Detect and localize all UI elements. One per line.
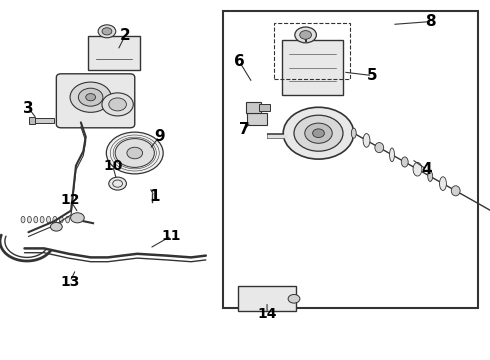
Text: 2: 2: [120, 28, 130, 44]
Circle shape: [300, 31, 312, 39]
Circle shape: [295, 27, 317, 43]
Circle shape: [305, 123, 332, 143]
Ellipse shape: [40, 216, 44, 223]
FancyBboxPatch shape: [88, 36, 140, 70]
Circle shape: [102, 28, 112, 35]
FancyBboxPatch shape: [282, 40, 343, 95]
Text: 4: 4: [421, 162, 432, 177]
Circle shape: [50, 222, 62, 231]
Text: 14: 14: [257, 307, 277, 321]
Circle shape: [70, 82, 111, 112]
Ellipse shape: [53, 216, 57, 223]
Text: 3: 3: [23, 100, 34, 116]
Circle shape: [106, 132, 163, 174]
Text: 7: 7: [239, 122, 249, 137]
Circle shape: [71, 213, 84, 223]
Text: 1: 1: [149, 189, 160, 204]
Ellipse shape: [21, 216, 25, 223]
Ellipse shape: [440, 177, 446, 190]
FancyBboxPatch shape: [246, 102, 261, 113]
Circle shape: [294, 115, 343, 151]
Circle shape: [78, 88, 103, 106]
Text: 6: 6: [234, 54, 245, 69]
Circle shape: [109, 177, 126, 190]
Bar: [29, 117, 35, 124]
Circle shape: [283, 107, 354, 159]
Ellipse shape: [390, 148, 394, 162]
FancyBboxPatch shape: [56, 74, 135, 128]
Bar: [274, 23, 350, 79]
Circle shape: [109, 98, 126, 111]
Ellipse shape: [428, 171, 433, 181]
Ellipse shape: [66, 216, 70, 223]
Circle shape: [313, 129, 324, 138]
Ellipse shape: [401, 157, 408, 167]
FancyBboxPatch shape: [259, 104, 270, 111]
Ellipse shape: [34, 216, 38, 223]
Circle shape: [98, 25, 116, 38]
Text: 12: 12: [60, 193, 80, 207]
Text: 11: 11: [162, 229, 181, 243]
FancyBboxPatch shape: [238, 286, 296, 311]
Bar: [223, 11, 478, 308]
Circle shape: [102, 93, 133, 116]
Circle shape: [127, 147, 143, 159]
Ellipse shape: [375, 143, 384, 153]
Bar: [32, 118, 54, 123]
Ellipse shape: [451, 186, 460, 196]
Ellipse shape: [363, 134, 370, 147]
Circle shape: [288, 294, 300, 303]
Ellipse shape: [351, 128, 356, 138]
Text: 8: 8: [425, 14, 436, 29]
Text: 10: 10: [103, 159, 122, 172]
Text: 9: 9: [154, 129, 165, 144]
Text: 13: 13: [60, 275, 80, 288]
Ellipse shape: [47, 216, 50, 223]
Ellipse shape: [413, 162, 422, 176]
FancyBboxPatch shape: [247, 113, 267, 125]
Circle shape: [115, 139, 154, 167]
Ellipse shape: [59, 216, 63, 223]
Text: 5: 5: [367, 68, 378, 83]
Ellipse shape: [27, 216, 31, 223]
Circle shape: [86, 94, 96, 101]
